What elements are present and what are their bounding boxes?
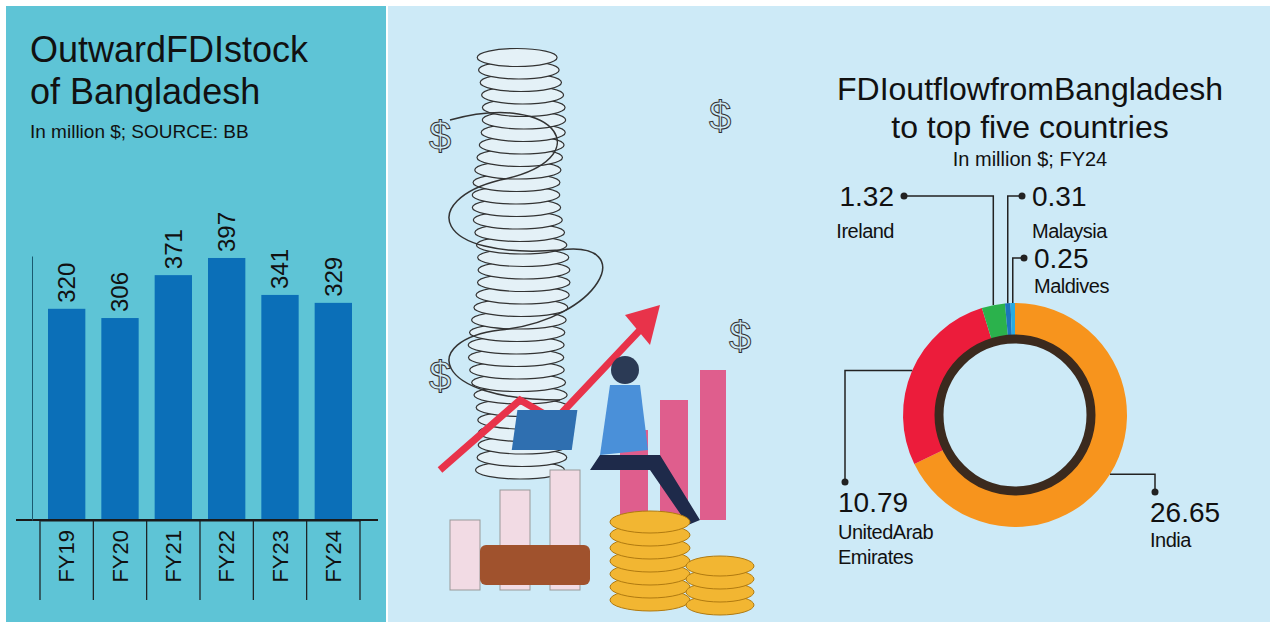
data-label: 371 <box>160 229 187 269</box>
inner-ring <box>939 339 1091 491</box>
data-label: 341 <box>266 249 293 289</box>
category-label: India <box>1150 529 1192 551</box>
chart-title: OutwardFDIstock <box>30 29 309 70</box>
leader-line <box>1013 258 1024 303</box>
x-tick-label: FY19 <box>54 530 79 583</box>
bar <box>101 318 138 520</box>
leader-line <box>1110 474 1155 492</box>
slices <box>903 303 1127 527</box>
separator <box>93 520 94 600</box>
chart-title: of Bangladesh <box>30 71 260 112</box>
bar <box>208 258 245 520</box>
x-tick: FY21 <box>161 520 186 583</box>
data-label: 329 <box>320 257 347 297</box>
leader-line <box>845 371 912 482</box>
data-label: 1.32 <box>840 181 895 212</box>
donut-chart: FDIoutflowfromBangladeshto top five coun… <box>836 71 1223 568</box>
data-label: 10.79 <box>838 487 908 518</box>
category-label: Emirates <box>838 546 913 568</box>
leader-dot <box>1021 255 1028 262</box>
book <box>480 545 590 585</box>
figure: $ $ $ $ OutwardFDIstockof Bangladesh In milli… <box>0 0 1276 628</box>
deco-bar <box>700 370 726 520</box>
dollar-sign: $ <box>729 314 751 358</box>
deco-bar <box>450 520 480 590</box>
slice <box>1011 303 1015 337</box>
category-label: Malaysia <box>1032 220 1108 242</box>
chart-subtitle: In million $; SOURCE: BB <box>30 121 249 142</box>
laptop <box>512 410 578 450</box>
leader-line <box>1008 196 1022 303</box>
bar <box>48 309 85 520</box>
separator <box>253 520 254 600</box>
chart-subtitle: In million $; FY24 <box>953 148 1108 170</box>
data-label: 320 <box>53 263 80 303</box>
data-label: 26.65 <box>1150 497 1220 528</box>
dollar-sign: $ <box>709 94 731 138</box>
x-tick-label: FY24 <box>321 530 346 583</box>
slice <box>982 303 1008 340</box>
x-tick: FY20 <box>108 520 133 583</box>
x-tick-label: FY21 <box>161 530 186 583</box>
x-tick-label: FY20 <box>108 530 133 583</box>
separator <box>359 520 360 600</box>
baseline-extension <box>16 519 378 521</box>
chart-title: to top five countries <box>891 109 1168 145</box>
chart-title: FDIoutflowfromBangladesh <box>837 71 1223 107</box>
labels: 26.65India 10.79 UnitedArab Emirates 1.32 Ire… <box>836 181 1220 568</box>
separator <box>199 520 200 600</box>
data-labels: 320 306 371 397 341 329 <box>53 212 347 312</box>
category-label: UnitedArab <box>838 521 933 543</box>
separator <box>306 520 307 600</box>
bar <box>261 295 298 520</box>
coin-ring <box>477 49 557 67</box>
x-tick: FY22 <box>214 520 239 583</box>
right-panel <box>388 6 1270 622</box>
data-label: 397 <box>213 212 240 252</box>
leader-line <box>904 196 993 305</box>
x-tick-label: FY23 <box>268 530 293 583</box>
leader-dot <box>1019 193 1026 200</box>
separator <box>39 520 40 600</box>
arrow-head <box>625 305 660 345</box>
data-label: 0.25 <box>1034 243 1089 274</box>
background <box>0 0 1276 628</box>
data-label: 0.31 <box>1032 181 1087 212</box>
gold-coin <box>610 511 690 533</box>
y-axis-line <box>32 257 33 521</box>
bars <box>48 258 352 520</box>
x-tick: FY19 <box>54 520 79 583</box>
separators <box>40 520 360 600</box>
x-tick-label: FY22 <box>214 530 239 583</box>
person-body <box>600 385 648 455</box>
category-label: Ireland <box>836 220 894 242</box>
bar <box>315 303 352 520</box>
bar-chart: OutwardFDIstockof Bangladesh In million $… <box>16 29 378 600</box>
swirl <box>449 113 603 400</box>
separator <box>146 520 147 600</box>
dollar-sign: $ <box>429 354 451 398</box>
category-label: Maldives <box>1034 275 1109 297</box>
illustration: $ $ $ $ <box>429 49 754 616</box>
data-label: 306 <box>106 272 133 312</box>
gold-coin <box>686 556 754 576</box>
leader-dot <box>901 193 908 200</box>
leader-dot <box>842 479 849 486</box>
y-axis <box>32 257 33 521</box>
leader-dot <box>1152 489 1159 496</box>
x-tick: FY23 <box>268 520 293 583</box>
dollar-sign: $ <box>429 114 451 158</box>
x-tick: FY24 <box>321 520 346 583</box>
person-head <box>611 356 639 384</box>
left-panel <box>6 6 386 622</box>
bar <box>155 275 192 520</box>
